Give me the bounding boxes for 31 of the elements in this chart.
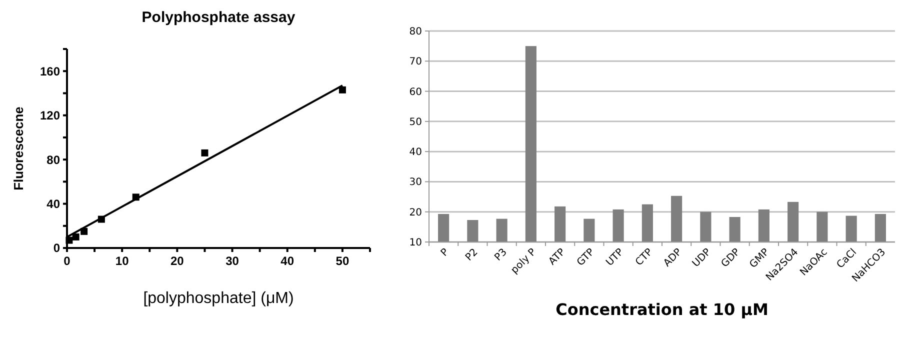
x-tick-label: 30 (226, 254, 240, 268)
y-tick-label: 40 (46, 196, 60, 211)
y-tick-label: 160 (40, 64, 60, 78)
x-tick-label: 10 (115, 254, 130, 268)
x-tick-label: P (439, 246, 452, 259)
y-axis-title: Fluorescecne (11, 106, 26, 190)
y-tick-label: 80 (409, 26, 422, 38)
y-tick-label: 30 (409, 177, 422, 188)
x-tick-label: 20 (170, 254, 184, 268)
point (72, 233, 80, 240)
point (201, 149, 208, 156)
y-tick-label: 80 (46, 152, 60, 167)
x-axis-title: Concentration at 10 μM (556, 300, 768, 319)
point (338, 86, 346, 94)
x-tick-label: 40 (280, 254, 294, 268)
chart-title: Polyphosphate assay (142, 9, 296, 26)
y-tick-label: 20 (409, 207, 422, 218)
x-tick-label: GTP (575, 246, 597, 268)
y-tick-label: 50 (409, 116, 422, 128)
x-tick-label: CTP (634, 246, 656, 268)
y-tick-label: 40 (409, 147, 422, 158)
y-tick-label: 60 (409, 86, 422, 98)
x-tick-label: 0 (64, 254, 71, 268)
y-tick-label: 120 (40, 108, 60, 123)
x-tick-label: 50 (336, 254, 350, 268)
x-tick-label: P2 (464, 246, 480, 264)
y-tick-label: 10 (409, 238, 422, 248)
x-tick-label: UTP (604, 246, 626, 268)
x-tick-label: P3 (492, 246, 510, 264)
y-tick-label: 70 (409, 56, 422, 68)
x-axis-title: [polyphosphate] (μM) (143, 290, 294, 307)
